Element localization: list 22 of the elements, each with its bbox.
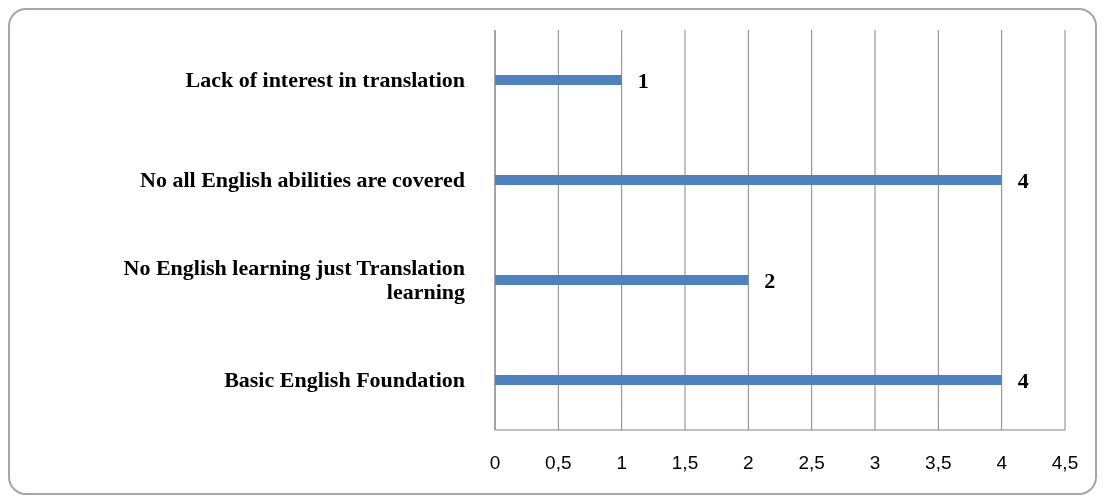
y-tick-label: Basic English Foundation xyxy=(224,367,465,392)
x-tick-label: 4,5 xyxy=(1051,452,1079,474)
x-tick-label: 3,5 xyxy=(925,452,952,474)
x-tick-label: 0 xyxy=(489,452,501,474)
bar xyxy=(495,375,1002,385)
data-label: 4 xyxy=(1017,167,1029,193)
y-tick-label: No all English abilities are covered xyxy=(140,167,465,192)
y-tick-label: Lack of interest in translation xyxy=(185,67,465,92)
bar xyxy=(495,75,622,85)
bar xyxy=(495,175,1002,185)
x-tick-label: 4 xyxy=(996,452,1008,474)
data-label: 2 xyxy=(764,267,776,293)
x-tick-label: 0,5 xyxy=(545,452,572,474)
data-label: 4 xyxy=(1017,367,1029,393)
y-tick-label: No English learning just Translation learning xyxy=(123,255,465,304)
x-tick-label: 2 xyxy=(743,452,754,474)
x-tick-label: 1,5 xyxy=(671,452,699,474)
x-tick-label: 1 xyxy=(616,452,627,474)
x-tick-label: 2,5 xyxy=(798,452,825,474)
data-label: 1 xyxy=(637,67,649,93)
x-tick-label: 3 xyxy=(869,452,881,474)
bar xyxy=(495,275,749,285)
